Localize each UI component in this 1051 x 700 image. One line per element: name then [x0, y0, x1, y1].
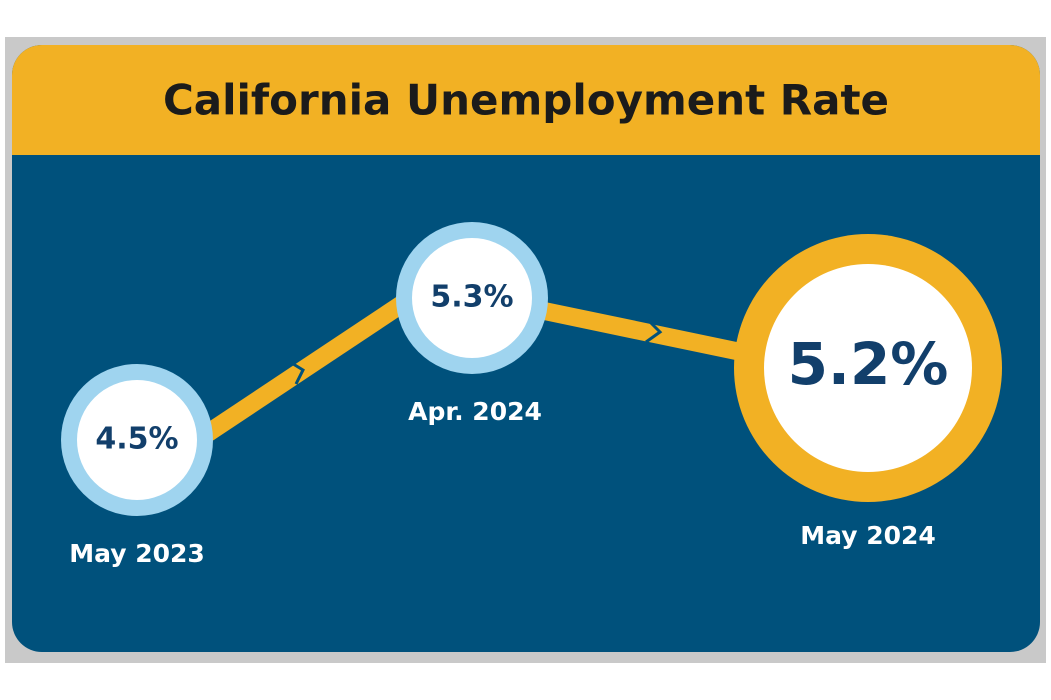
- rate: 4.5%: [95, 422, 178, 457]
- date: May 2023: [69, 539, 205, 568]
- rate: 5.2%: [788, 330, 949, 398]
- date: Apr. 2024: [408, 397, 542, 426]
- connector: [185, 284, 762, 453]
- point: 5.3% Apr. 2024: [396, 222, 548, 426]
- disc: [77, 380, 197, 500]
- point: 4.5% May 2023: [61, 364, 213, 568]
- title: California Unemployment Rate: [163, 76, 889, 125]
- point: 5.2% May 2024: [734, 234, 1002, 550]
- date: May 2024: [800, 521, 936, 550]
- disc: [764, 264, 972, 472]
- header-band: [12, 45, 1040, 155]
- connector-line: [185, 284, 425, 453]
- connector-line: [528, 299, 762, 365]
- rate: 5.3%: [430, 280, 513, 315]
- chevron: [289, 360, 305, 385]
- chevron: [645, 318, 663, 344]
- disc: [412, 238, 532, 358]
